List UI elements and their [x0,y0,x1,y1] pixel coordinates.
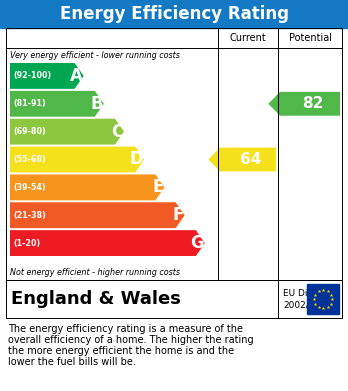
Text: England & Wales: England & Wales [11,290,181,308]
Polygon shape [10,147,144,172]
Text: overall efficiency of a home. The higher the rating: overall efficiency of a home. The higher… [8,335,254,345]
Text: the more energy efficient the home is and the: the more energy efficient the home is an… [8,346,234,356]
Polygon shape [10,202,185,228]
Text: 64: 64 [240,152,262,167]
Text: lower the fuel bills will be.: lower the fuel bills will be. [8,357,136,367]
Text: (92-100): (92-100) [13,72,51,81]
Text: Potential: Potential [288,33,332,43]
Text: Energy Efficiency Rating: Energy Efficiency Rating [60,5,288,23]
Text: G: G [190,234,204,252]
Text: Current: Current [230,33,266,43]
Polygon shape [10,63,84,89]
Text: A: A [70,67,82,85]
Bar [0,0,348,28]
Text: The energy efficiency rating is a measure of the: The energy efficiency rating is a measur… [8,324,243,334]
Text: E: E [152,178,164,196]
Polygon shape [10,91,104,117]
Polygon shape [10,230,205,256]
Text: C: C [111,123,123,141]
Text: (81-91): (81-91) [13,99,46,108]
Text: Not energy efficient - higher running costs: Not energy efficient - higher running co… [10,268,180,277]
Bar [307,284,339,314]
Polygon shape [10,174,165,200]
Polygon shape [10,119,124,145]
Text: (69-80): (69-80) [13,127,46,136]
Bar [6,28,342,280]
Text: B: B [90,95,103,113]
Text: D: D [129,151,143,169]
Text: F: F [172,206,184,224]
Text: (55-68): (55-68) [13,155,46,164]
Polygon shape [208,147,276,171]
Text: EU Directive
2002/91/EC: EU Directive 2002/91/EC [283,289,339,309]
Text: 82: 82 [302,96,324,111]
Bar [6,280,342,318]
Text: (39-54): (39-54) [13,183,46,192]
Polygon shape [268,92,340,116]
Text: (1-20): (1-20) [13,239,40,248]
Text: (21-38): (21-38) [13,211,46,220]
Text: Very energy efficient - lower running costs: Very energy efficient - lower running co… [10,51,180,60]
